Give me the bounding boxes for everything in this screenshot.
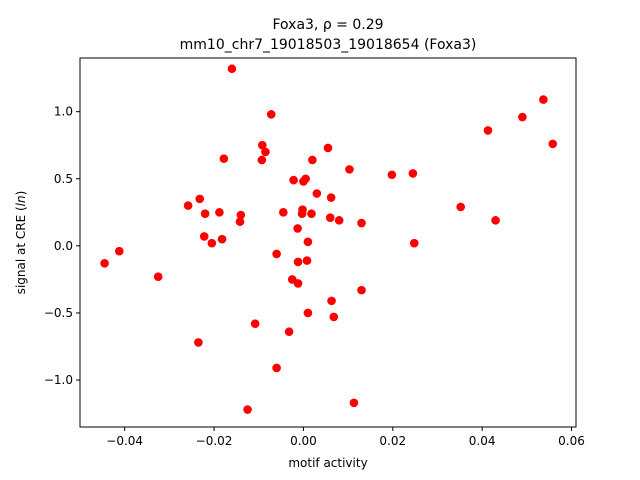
y-tick-label: 1.0: [54, 105, 73, 119]
y-tick-label: −0.5: [44, 306, 73, 320]
chart-title-line2: mm10_chr7_19018503_19018654 (Foxa3): [180, 37, 477, 53]
data-point-41: [325, 213, 335, 222]
chart-title-line1: Foxa3, ρ = 0.29: [272, 17, 383, 33]
data-point-53: [456, 202, 466, 212]
data-point-23: [279, 208, 288, 217]
x-tick-label: 0.04: [469, 434, 496, 448]
data-point-44: [329, 312, 339, 322]
x-tick-label: 0.06: [558, 434, 585, 448]
x-axis-ticks: −0.04 −0.02 0.00 0.02 0.04 0.06: [106, 427, 585, 448]
data-point-19: [261, 147, 270, 157]
data-point-22: [272, 363, 281, 373]
x-tick-label: 0.02: [379, 434, 406, 448]
data-point-58: [548, 139, 558, 149]
x-axis-label: motif activity: [288, 456, 367, 470]
x-tick-label: 0.00: [290, 434, 317, 448]
data-point-46: [345, 165, 354, 174]
data-point-10: [217, 234, 227, 244]
data-point-50: [387, 170, 397, 180]
data-point-14: [235, 217, 245, 226]
data-point-16: [250, 319, 260, 328]
data-point-15: [243, 405, 252, 414]
data-point-21: [272, 249, 281, 259]
data-point-26: [289, 175, 298, 185]
data-point-40: [323, 143, 333, 153]
y-tick-label: 0.0: [54, 239, 73, 253]
x-tick-label: −0.02: [196, 434, 233, 448]
data-point-33: [301, 174, 310, 184]
data-point-49: [357, 285, 366, 295]
data-point-35: [303, 237, 313, 247]
data-point-39: [312, 189, 322, 198]
data-point-36: [303, 308, 313, 318]
data-point-0: [100, 259, 109, 268]
data-point-34: [302, 256, 312, 265]
y-tick-label: 0.5: [54, 172, 73, 186]
data-points: [100, 64, 558, 414]
data-point-47: [349, 398, 359, 408]
data-point-56: [518, 112, 527, 122]
data-point-1: [115, 246, 124, 256]
data-point-43: [327, 296, 336, 306]
data-point-18: [257, 155, 267, 165]
data-point-12: [227, 64, 237, 74]
data-point-29: [293, 279, 303, 288]
data-point-31: [297, 209, 307, 218]
data-point-20: [266, 110, 276, 119]
data-point-51: [408, 169, 418, 178]
data-point-17: [258, 140, 267, 150]
x-tick-label: −0.04: [106, 434, 143, 448]
data-point-48: [357, 218, 366, 228]
data-point-13: [236, 210, 246, 220]
data-point-24: [284, 327, 294, 337]
data-point-42: [326, 193, 336, 202]
data-point-3: [183, 201, 193, 210]
y-axis-label: signal at CRE (ln): [14, 191, 28, 295]
data-point-45: [334, 216, 344, 225]
y-tick-label: −1.0: [44, 373, 73, 387]
data-point-54: [483, 126, 493, 135]
data-point-57: [539, 95, 548, 104]
data-point-37: [307, 209, 316, 218]
data-point-52: [409, 238, 419, 248]
data-point-2: [153, 272, 163, 282]
plot-frame: [79, 57, 577, 428]
data-point-4: [195, 194, 205, 204]
data-point-8: [207, 238, 217, 248]
data-point-55: [491, 216, 500, 225]
data-point-27: [293, 224, 302, 233]
data-point-28: [293, 257, 303, 267]
y-axis-ticks: −1.0 −0.5 0.0 0.5 1.0: [44, 105, 80, 387]
data-point-38: [308, 155, 317, 165]
data-point-11: [219, 154, 229, 163]
data-point-9: [215, 208, 224, 217]
data-point-5: [194, 338, 203, 347]
data-point-7: [199, 232, 209, 241]
data-point-6: [200, 209, 210, 218]
